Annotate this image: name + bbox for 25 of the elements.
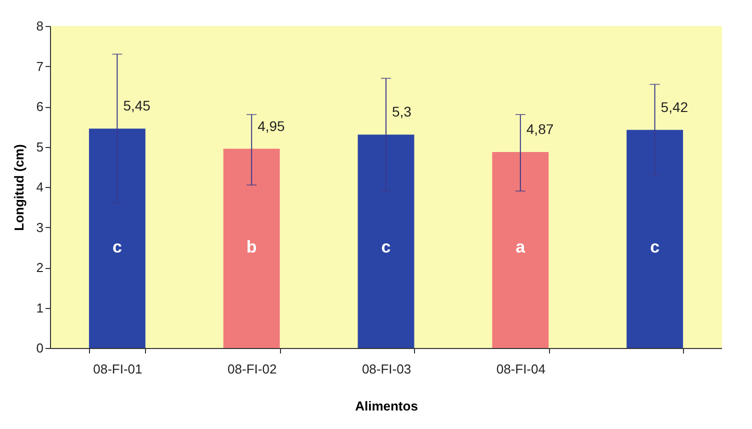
- annotation: c: [112, 237, 122, 256]
- y-tick-label: 3: [36, 220, 44, 235]
- data-label: 5,42: [660, 98, 688, 115]
- annotation: c: [381, 237, 391, 256]
- y-tick-label: 5: [36, 139, 44, 154]
- y-tick-label: 6: [36, 99, 44, 114]
- y-tick-label: 8: [36, 18, 44, 34]
- y-tick-label: 4: [36, 180, 44, 194]
- x-tick-label: 08-FI-01: [93, 362, 142, 376]
- x-tick-label: 08-FI-04: [496, 362, 546, 376]
- x-axis-title: Alimentos: [355, 398, 418, 414]
- data-label: 4,95: [258, 118, 286, 134]
- annotation: a: [516, 237, 526, 256]
- y-tick-label: 7: [36, 58, 44, 74]
- x-tick-label: 08-FI-03: [362, 362, 412, 376]
- x-tick-label: 08-FI-02: [228, 362, 277, 376]
- y-axis-title: Longitud (cm): [11, 144, 26, 231]
- y-tick-label: 0: [36, 340, 44, 356]
- y-tick-label: 1: [36, 300, 44, 316]
- data-label: 5,45: [123, 98, 151, 114]
- annotation: b: [246, 237, 257, 256]
- data-label: 5,3: [392, 104, 412, 120]
- annotation: c: [650, 237, 660, 256]
- data-label: 4,87: [526, 120, 554, 137]
- y-tick-label: 2: [36, 260, 44, 275]
